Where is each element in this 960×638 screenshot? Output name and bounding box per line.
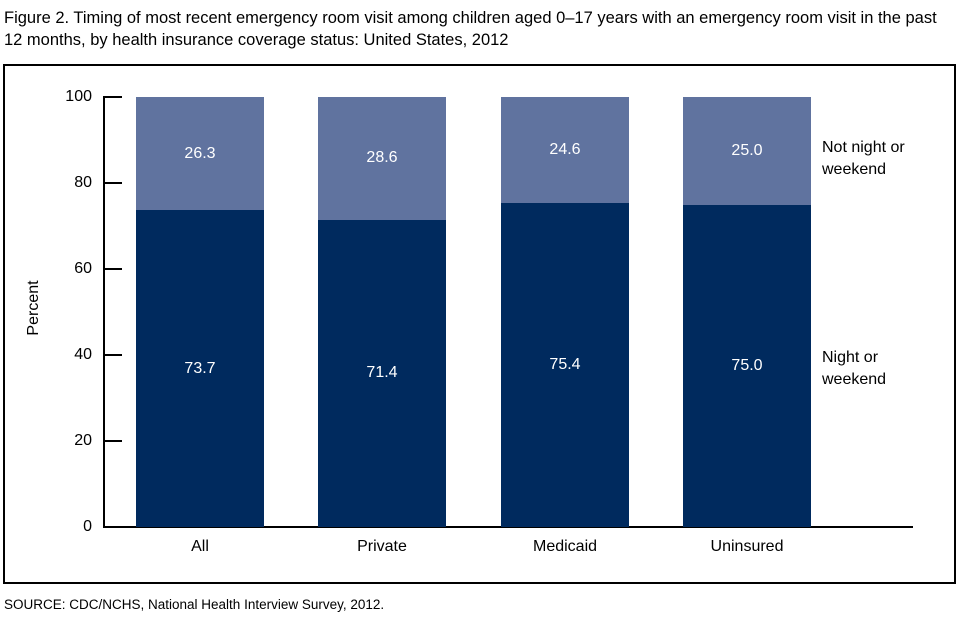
y-tick bbox=[103, 182, 122, 184]
y-tick bbox=[103, 440, 122, 442]
bar-segment-night-or-weekend bbox=[501, 202, 629, 527]
x-axis-line bbox=[103, 526, 913, 528]
bar-segment-not-night-or-weekend bbox=[683, 97, 811, 205]
bar-value-label: 26.3 bbox=[184, 144, 216, 162]
y-tick-label: 0 bbox=[83, 518, 92, 535]
category-label: Medicaid bbox=[532, 538, 598, 555]
y-tick bbox=[103, 96, 122, 98]
legend-label: Not night or weekend bbox=[822, 138, 905, 178]
y-tick bbox=[103, 526, 122, 528]
y-axis-title: Percent bbox=[25, 280, 42, 336]
bar-segment-not-night-or-weekend bbox=[501, 97, 629, 203]
y-tick-label: 100 bbox=[65, 88, 92, 105]
category-label: Private bbox=[357, 538, 407, 555]
bar-value-label: 75.4 bbox=[549, 355, 581, 373]
bar-value-label: 73.7 bbox=[184, 359, 216, 377]
bar-segment-not-night-or-weekend bbox=[318, 97, 446, 220]
bar-value-label: 75.0 bbox=[731, 356, 763, 374]
figure-title: Figure 2. Timing of most recent emergenc… bbox=[4, 9, 937, 49]
bar-value-label: 28.6 bbox=[366, 149, 398, 167]
source-note: SOURCE: CDC/NCHS, National Health Interv… bbox=[4, 597, 385, 612]
y-tick-label: 80 bbox=[74, 174, 92, 191]
legend-label: Night or weekend bbox=[822, 348, 887, 388]
y-axis-line bbox=[103, 96, 105, 528]
bar-segment-night-or-weekend bbox=[683, 204, 811, 527]
bar-segment-night-or-weekend bbox=[136, 210, 264, 527]
bar-segment-not-night-or-weekend bbox=[136, 97, 264, 211]
y-tick bbox=[103, 268, 122, 270]
category-label: All bbox=[191, 538, 209, 555]
y-tick-label: 20 bbox=[74, 432, 92, 449]
y-tick-label: 60 bbox=[74, 260, 92, 277]
bar-value-label: 25.0 bbox=[731, 141, 763, 159]
category-label: Uninsured bbox=[710, 538, 784, 555]
bar-value-label: 71.4 bbox=[366, 364, 398, 382]
bar-segment-night-or-weekend bbox=[318, 219, 446, 527]
bar-value-label: 24.6 bbox=[549, 140, 581, 158]
y-tick-label: 40 bbox=[74, 346, 92, 363]
y-tick bbox=[103, 354, 122, 356]
